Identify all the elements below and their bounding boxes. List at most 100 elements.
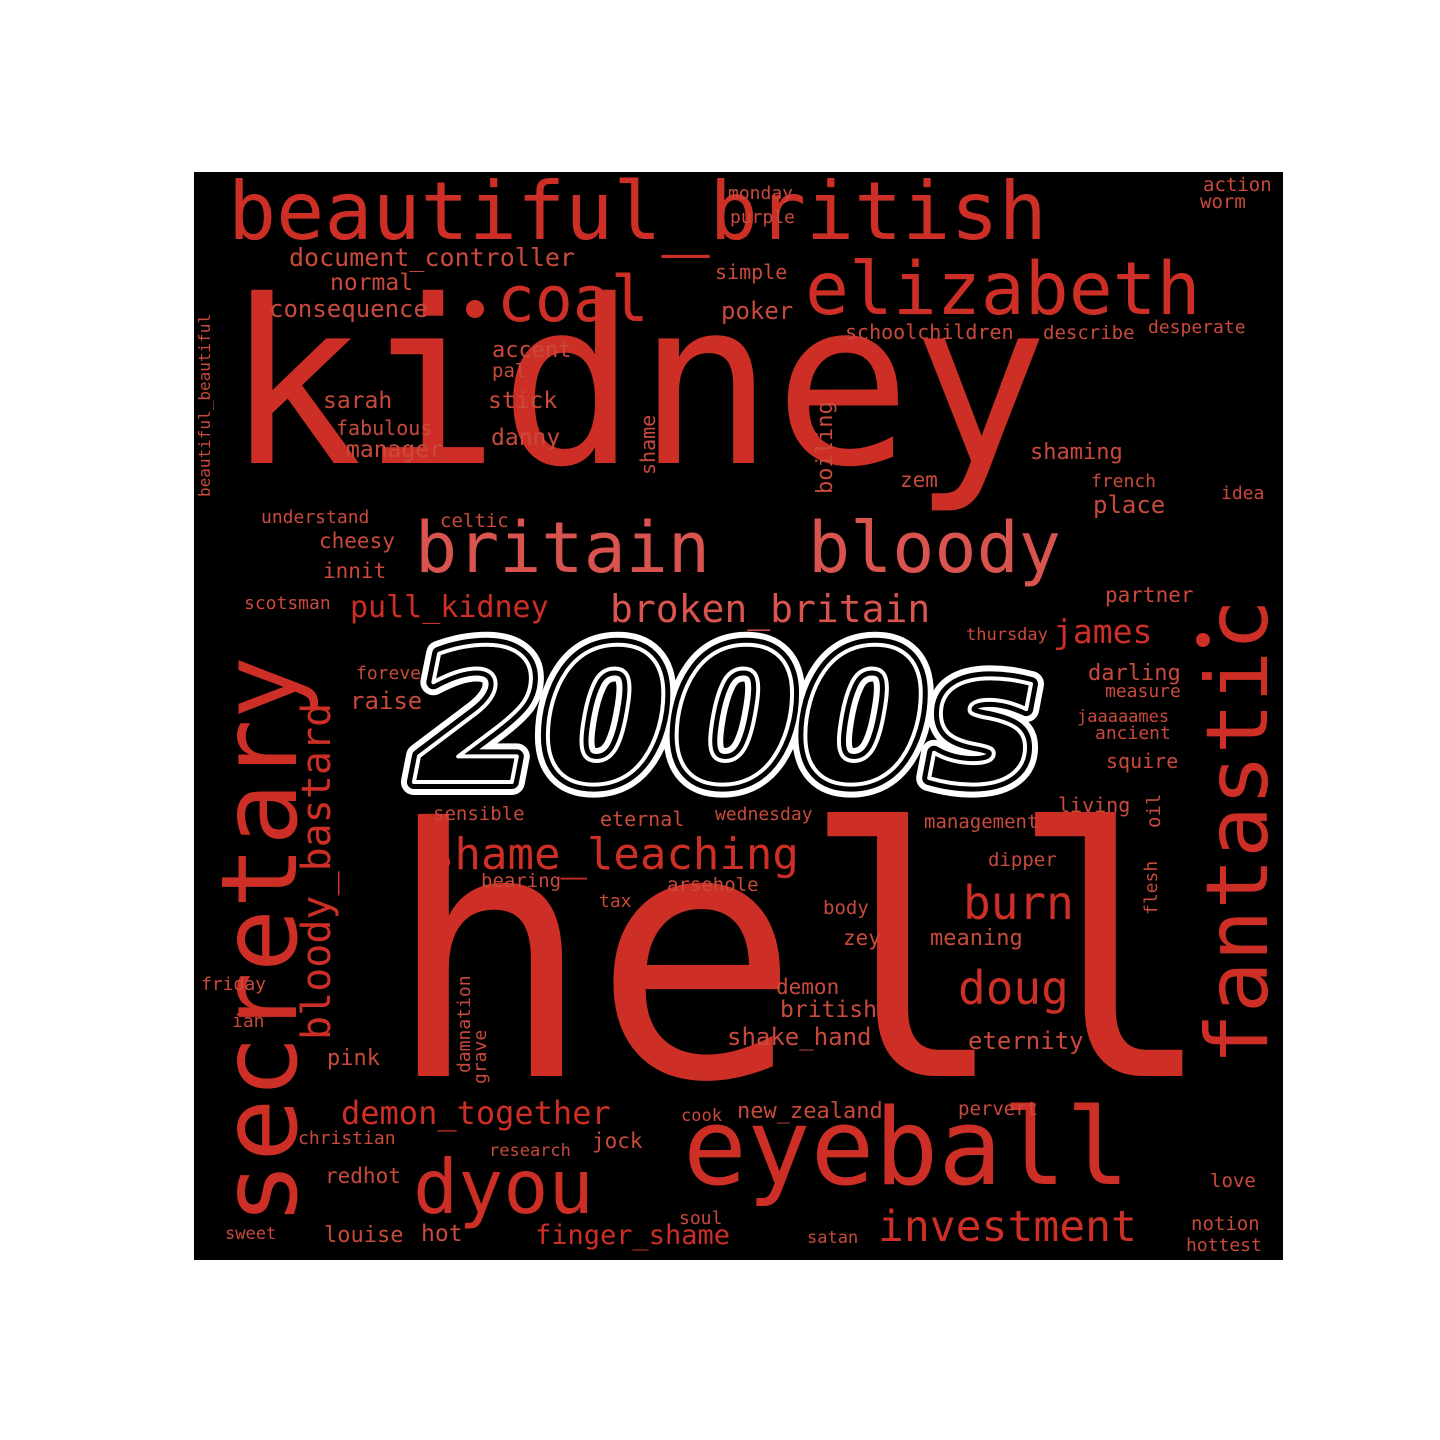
word-pervert: pervert <box>958 1098 1039 1120</box>
word-eternity: eternity <box>968 1027 1084 1055</box>
word-satan: satan <box>807 1228 859 1248</box>
word-schoolchildren: schoolchildren <box>845 320 1014 344</box>
word-stick: stick <box>488 388 558 414</box>
word-notion: notion <box>1191 1213 1260 1235</box>
word-coal: coal <box>497 263 649 336</box>
word-dyou: dyou <box>413 1143 594 1231</box>
word-pal: pal <box>492 360 527 382</box>
word-james: james <box>1053 612 1153 651</box>
word-thursday: thursday <box>966 625 1048 645</box>
word-beautiful-beautiful: beautiful_beautiful <box>195 313 214 497</box>
word-demon-together: demon_together <box>341 1094 611 1132</box>
word-measure: measure <box>1105 681 1181 702</box>
word-sweet: sweet <box>225 1224 277 1244</box>
word-burn: burn <box>963 876 1074 930</box>
word-demon: demon <box>776 975 840 999</box>
word-purple: purple <box>730 207 796 228</box>
word-ancient: ancient <box>1095 723 1171 744</box>
word-darling: darling <box>1088 661 1181 686</box>
word-simple: simple <box>715 260 788 284</box>
word-tax: tax <box>599 891 632 912</box>
word-desperate: desperate <box>1148 317 1246 338</box>
word-danny: danny <box>491 425 561 451</box>
word-britain: britain <box>415 507 711 589</box>
word-investment: investment <box>878 1202 1137 1252</box>
word-zem: zem <box>900 468 938 492</box>
word-research: research <box>489 1141 571 1161</box>
word-consequence: consequence <box>269 295 428 323</box>
word-worm: worm <box>1200 191 1246 213</box>
word-broken-britain: broken_britain <box>610 587 931 631</box>
word-document-controller: document_controller <box>289 243 575 272</box>
word-hottest: hottest <box>1186 1235 1262 1256</box>
word-beautiful-british: beautiful_british <box>228 172 1047 258</box>
word-cheesy: cheesy <box>319 529 395 553</box>
word-dipper: dipper <box>988 849 1057 871</box>
word-hell: hell <box>385 757 1216 1158</box>
word-shame-leaching: shame_leaching <box>428 829 799 880</box>
word-new-zealand: new_zealand <box>737 1099 883 1124</box>
word-innit: innit <box>323 559 387 583</box>
word-shame: shame <box>636 414 660 475</box>
word-raise: raise <box>350 687 423 715</box>
word-normal: normal <box>330 270 414 296</box>
word-jaaaaames: jaaaaames <box>1077 707 1170 727</box>
badge-inner-outline: 2000s <box>412 630 1037 810</box>
word-doug: doug <box>958 961 1069 1015</box>
word-poker: poker <box>721 297 794 325</box>
word-louise: louise <box>324 1223 404 1248</box>
word-friday: friday <box>201 974 267 995</box>
word-oil: oil <box>1143 793 1165 828</box>
word-finger-shame: finger_shame <box>535 1220 731 1251</box>
word-partner: partner <box>1105 583 1194 607</box>
word-eyeball: eyeball <box>683 1086 1130 1209</box>
word-understand: understand <box>261 507 370 528</box>
word-christian: christian <box>298 1128 396 1149</box>
word-wednesday: wednesday <box>715 804 813 825</box>
word-management: management <box>924 811 1039 833</box>
word-action: action <box>1203 174 1272 196</box>
word-squire: squire <box>1106 749 1179 773</box>
badge-inner: 2000s <box>412 630 1037 810</box>
decorative-dot <box>466 300 484 318</box>
word-monday: monday <box>728 183 794 204</box>
word-describe: describe <box>1043 322 1135 344</box>
word-place: place <box>1093 491 1166 519</box>
badge-outline: 2000s <box>412 630 1037 810</box>
word-jock: jock <box>592 1129 643 1153</box>
word-sensible: sensible <box>433 803 525 825</box>
word-hot: hot <box>421 1221 463 1247</box>
word-french: french <box>1091 471 1157 492</box>
word-cook: cook <box>681 1106 722 1126</box>
word-flesh: flesh <box>1141 860 1162 915</box>
word-love: love <box>1210 1170 1256 1192</box>
word-zey: zey <box>843 926 881 950</box>
word-forever: forever <box>356 663 432 684</box>
word-kidney: kidney <box>225 251 1049 517</box>
word-bloody: bloody <box>808 507 1061 589</box>
word-living: living <box>1058 793 1131 817</box>
word-arsehole: arsehole <box>667 874 759 896</box>
word-accent: accent <box>492 338 572 363</box>
word-idea: idea <box>1221 483 1265 504</box>
word-manager: manager <box>346 437 443 463</box>
word-shaming: shaming <box>1030 440 1123 465</box>
word-shake-hand: shake_hand <box>727 1023 872 1051</box>
decorative-dot <box>1196 633 1210 647</box>
word-meaning: meaning <box>930 926 1023 951</box>
word-grave: grave <box>470 1029 491 1084</box>
word-pink: pink <box>327 1046 380 1071</box>
word-celtic: celtic <box>440 510 509 532</box>
word-ian: ian <box>232 1011 265 1032</box>
word-body: body <box>823 897 869 919</box>
word-redhot: redhot <box>325 1164 401 1188</box>
badge-2000s: 2000s 2000s 2000s <box>399 630 1050 810</box>
word-elizabeth: elizabeth <box>805 247 1201 332</box>
word-scotsman: scotsman <box>244 593 331 614</box>
word-eternal: eternal <box>600 807 685 831</box>
word-boiling: boiling <box>813 401 838 494</box>
word-fabulous: fabulous <box>336 416 433 440</box>
word-pull-kidney: pull_kidney <box>350 590 549 625</box>
word-british: british <box>780 997 877 1023</box>
word-cloud: kidney hell beautiful_british elizabeth coal… <box>194 172 1283 1260</box>
